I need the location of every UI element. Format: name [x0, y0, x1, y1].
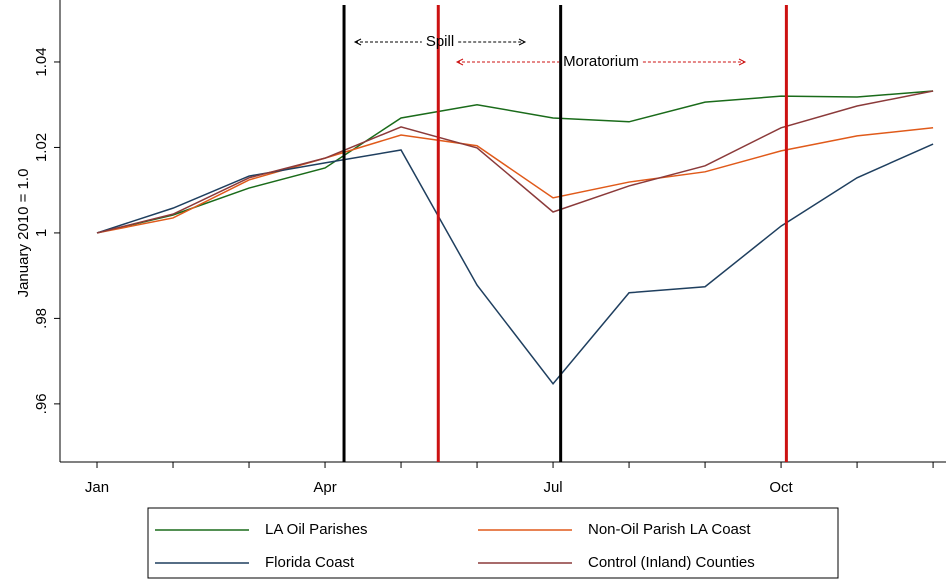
annotation-text: Moratorium	[563, 53, 639, 70]
y-axis-label: January 2010 = 1.0	[15, 169, 32, 298]
series-line	[96, 90, 934, 234]
series-line	[96, 90, 934, 234]
legend-label: Control (Inland) Counties	[588, 554, 755, 571]
arrow-head	[455, 58, 464, 66]
x-tick-label: Oct	[769, 479, 793, 496]
y-tick-label: .96	[33, 393, 50, 414]
y-tick-label: 1.04	[33, 47, 50, 76]
series-line	[96, 143, 934, 385]
annotation-text: Spill	[426, 33, 454, 50]
arrow-head	[518, 38, 527, 46]
legend-label: Non-Oil Parish LA Coast	[588, 521, 751, 538]
legend-label: Florida Coast	[265, 554, 355, 571]
arrow-head	[738, 58, 747, 66]
series-line	[96, 127, 934, 234]
y-tick-label: 1.02	[33, 133, 50, 162]
y-tick-label: 1	[33, 229, 50, 237]
y-tick-label: .98	[33, 308, 50, 329]
legend-box	[147, 507, 839, 579]
arrow-head	[353, 38, 362, 46]
x-tick-label: Jul	[543, 479, 562, 496]
x-tick-label: Jan	[85, 479, 109, 496]
legend-label: LA Oil Parishes	[265, 521, 368, 538]
x-tick-label: Apr	[313, 479, 336, 496]
